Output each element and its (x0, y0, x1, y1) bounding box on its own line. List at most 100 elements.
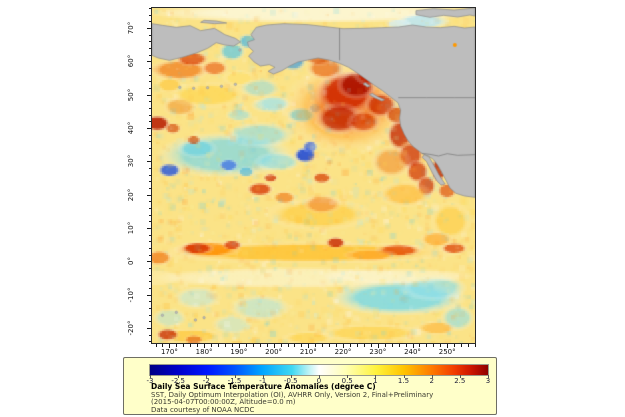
lon-tick (419, 344, 421, 347)
lon-tick (294, 344, 296, 347)
lat-tick (148, 254, 151, 256)
lat-tick-label: -10° (127, 287, 135, 303)
lon-tick (231, 344, 233, 347)
lon-tick (315, 344, 317, 347)
lat-tick (148, 214, 151, 216)
lat-tick (148, 241, 151, 243)
lon-tick-label: 200° (265, 348, 283, 356)
colorbar-tick-label: -2.5 (171, 377, 186, 385)
lon-tick (322, 344, 324, 347)
lat-tick (148, 341, 151, 343)
lat-tick (148, 288, 151, 289)
lat-tick-label: 50° (127, 88, 135, 101)
colorbar-tick (150, 375, 151, 378)
lat-tick (148, 281, 151, 283)
lat-tick (148, 168, 151, 169)
lon-tick (468, 344, 470, 347)
lat-tick (148, 101, 151, 103)
lat-tick (147, 328, 151, 329)
colorbar-tick-label: 0 (316, 377, 322, 385)
lat-tick (148, 121, 151, 123)
legend-credit: Data courtesy of NOAA NCDC (151, 405, 255, 414)
lon-tick-label: 250° (438, 348, 456, 356)
lon-tick (224, 344, 226, 347)
colorbar-tick (347, 375, 349, 378)
lat-tick (148, 334, 151, 336)
lon-tick (370, 344, 372, 347)
colorbar-tick (459, 375, 461, 378)
colorbar-tick-label: 2 (429, 377, 434, 385)
lat-tick (147, 194, 151, 196)
lon-tick (218, 344, 219, 347)
colorbar-tick (403, 375, 405, 378)
legend-title: Daily Sea Surface Temperature Anomalies … (151, 382, 376, 391)
lat-tick (147, 128, 151, 129)
lat-tick-label: 10° (127, 221, 135, 235)
colorbar-tick (206, 375, 208, 378)
lon-tick (398, 344, 400, 347)
lat-tick (148, 34, 151, 36)
lat-tick (147, 61, 151, 63)
lon-tick (350, 344, 351, 347)
lon-tick-label: 210° (299, 348, 317, 356)
lat-tick (148, 188, 151, 189)
lon-tick (336, 344, 338, 347)
lat-tick (148, 314, 151, 316)
lat-tick (147, 294, 151, 296)
lon-tick (363, 344, 365, 347)
lon-tick (238, 344, 240, 348)
colorbar-tick-label: 0.5 (341, 377, 353, 385)
lat-tick (148, 301, 151, 303)
colorbar-tick-label: -3 (146, 377, 154, 385)
lat-tick (148, 221, 151, 223)
lon-tick (204, 344, 206, 348)
lat-tick (148, 234, 151, 236)
colorbar-tick-label: -1 (259, 377, 267, 385)
lat-tick (148, 68, 151, 69)
lon-tick (245, 344, 247, 347)
lon-tick-label: 190° (230, 348, 248, 356)
lat-tick-label: 30° (127, 155, 135, 168)
lat-tick (148, 174, 151, 176)
colorbar-tick-label: 3 (485, 377, 491, 385)
lon-tick-label: 180° (195, 348, 213, 356)
legend-caption: Daily Sea Surface Temperature Anomalies … (151, 383, 433, 414)
lat-tick (148, 54, 151, 56)
lon-tick-label: 220° (334, 348, 352, 356)
lat-tick (148, 74, 151, 76)
lon-tick (162, 344, 164, 347)
lat-tick (148, 208, 151, 209)
lon-tick (252, 344, 254, 347)
colorbar-tick (262, 375, 264, 378)
lon-tick (301, 344, 303, 347)
lon-tick (391, 344, 393, 347)
lon-tick (308, 344, 310, 348)
lat-tick (147, 161, 151, 163)
lon-tick (259, 344, 261, 347)
lon-tick (343, 344, 344, 348)
lon-tick (197, 344, 199, 347)
colorbar-tick (290, 375, 292, 378)
lat-tick (148, 308, 151, 309)
lon-tick (433, 344, 435, 347)
lon-tick (273, 344, 275, 348)
lat-tick-label: 40° (127, 121, 135, 135)
lat-tick-label: -20° (127, 320, 135, 336)
lat-tick (148, 48, 151, 49)
lon-tick (280, 344, 282, 347)
lon-tick (377, 344, 379, 348)
lat-tick (147, 28, 151, 29)
lat-tick (148, 81, 151, 83)
lon-tick (169, 344, 171, 348)
lon-tick (475, 344, 476, 347)
lat-tick (148, 21, 151, 23)
sst-anomaly-raster (152, 8, 475, 343)
lon-tick (447, 344, 449, 348)
lat-tick (148, 154, 151, 156)
lon-tick (155, 344, 157, 347)
lat-tick (148, 134, 151, 136)
legend-timestamp: (2015-04-07T00:00:00Z, Altitude=0.0 m) (151, 398, 296, 407)
lat-tick (148, 201, 151, 203)
lat-tick (147, 228, 151, 229)
